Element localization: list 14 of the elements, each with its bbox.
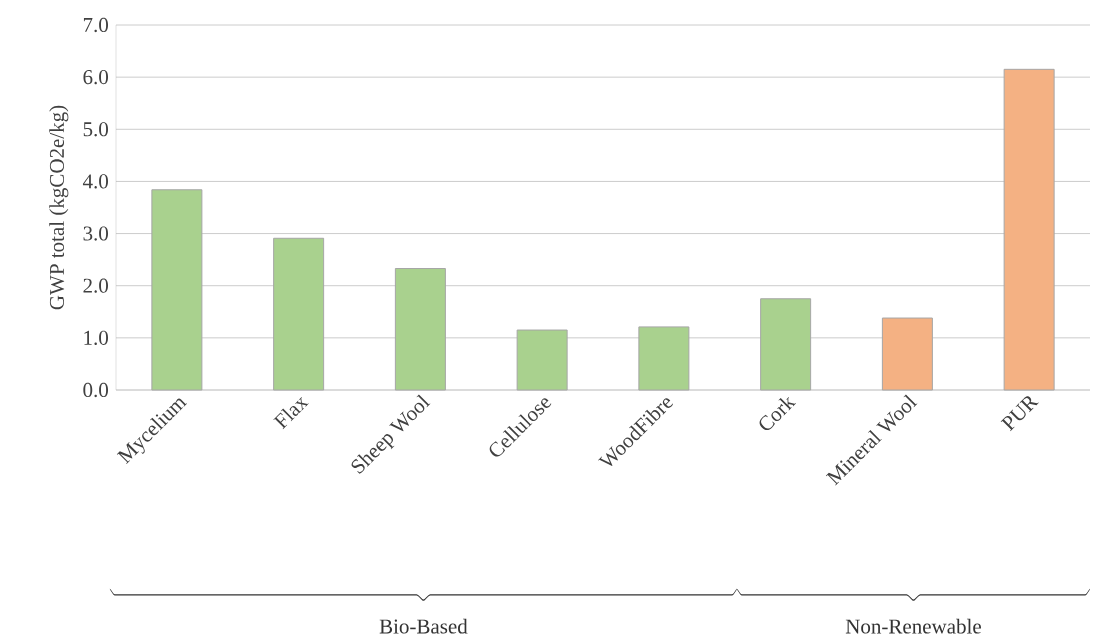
text: Non-Renewable xyxy=(845,618,981,634)
y-tick-label: 0.0 xyxy=(83,382,108,398)
y-tick-label: 6.0 xyxy=(83,70,108,85)
x-tick-label: PUR xyxy=(1000,396,1039,432)
y-axis-title: GWP total (kgCO2e/kg) xyxy=(49,105,69,310)
x-tick-label: Flax xyxy=(273,397,309,430)
y-tick-label: 7.0 xyxy=(83,17,108,33)
y-tick-label: 2.0 xyxy=(83,278,108,293)
x-tick-label: Cork xyxy=(759,397,796,431)
y-tick-label: 1.0 xyxy=(84,330,108,345)
y-tick-label: 4.0 xyxy=(82,174,108,189)
text: Bio-Based xyxy=(379,618,468,634)
y-tick-label: 3.0 xyxy=(83,226,108,241)
y-tick-label: 5.0 xyxy=(83,122,108,137)
